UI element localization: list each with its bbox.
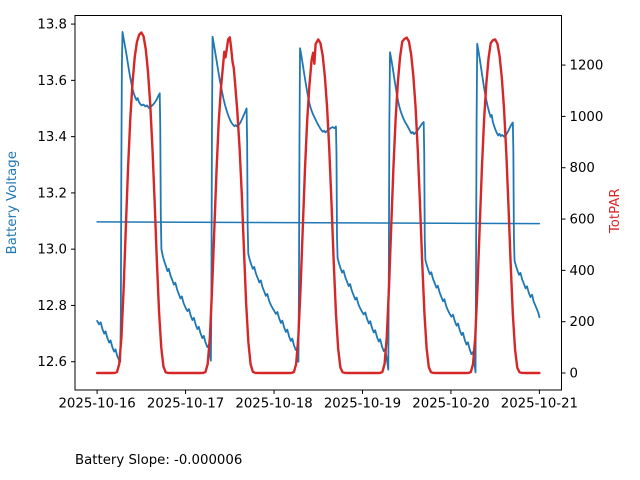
x-tick-label: 2025-10-17 [147, 397, 224, 412]
series-totpar [95, 31, 541, 375]
y-left-tick-label: 12.6 [37, 355, 67, 370]
stats-battery-slope: Battery Slope: -0.000006 [75, 453, 243, 469]
stats-block: Battery Slope: -0.000006 Battery Min: 12… [75, 418, 361, 480]
y-right-tick-label: 0 [570, 367, 578, 382]
x-tick-label: 2025-10-18 [235, 397, 312, 412]
y-left-tick-label: 13.0 [37, 243, 67, 258]
y-right-tick-label: 200 [570, 315, 595, 330]
y-right-tick-label: 800 [570, 161, 595, 176]
y-axis-label-battery-voltage: Battery Voltage [5, 151, 20, 254]
plot-spines [74, 15, 562, 391]
y-right-tick-label: 600 [570, 213, 595, 228]
x-tick-label: 2025-10-20 [412, 397, 489, 412]
x-tick-label: 2025-10-21 [501, 397, 578, 412]
y-right-tick-label: 400 [570, 264, 595, 279]
x-tick-label: 2025-10-16 [58, 397, 135, 412]
y-left-tick-label: 13.8 [37, 18, 67, 33]
y-right-tick-label: 1200 [570, 59, 604, 74]
y-left-tick-label: 13.6 [37, 74, 67, 89]
y-left-tick-label: 12.8 [37, 299, 67, 314]
y-axis-label-totpar: TotPAR [608, 188, 623, 234]
x-tick-label: 2025-10-19 [324, 397, 401, 412]
y-left-tick-label: 13.4 [37, 130, 67, 145]
y-right-tick-label: 1000 [570, 110, 604, 125]
series-battery-voltage [96, 31, 541, 374]
series-battery-trend [96, 221, 541, 225]
y-left-tick-label: 13.2 [37, 186, 67, 201]
